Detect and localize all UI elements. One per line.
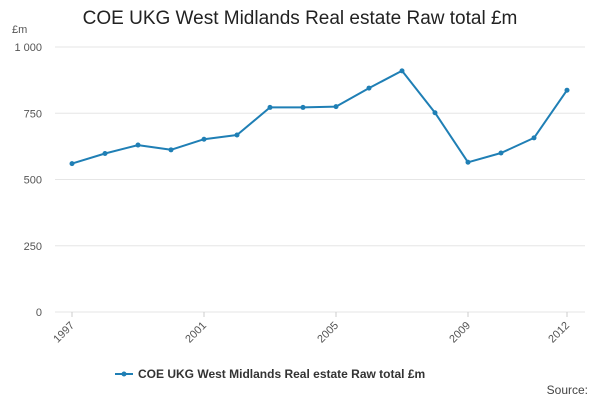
x-tick-label: 2005	[315, 320, 341, 346]
data-point[interactable]	[333, 104, 339, 110]
x-axis: 1997 2001 2005 2009 2012	[51, 312, 572, 345]
data-point[interactable]	[498, 150, 504, 156]
data-point[interactable]	[267, 104, 273, 110]
data-point[interactable]	[564, 87, 570, 93]
series-line	[71, 69, 568, 165]
y-tick-label: 1 000	[14, 42, 42, 54]
data-point[interactable]	[201, 136, 207, 142]
data-point[interactable]	[102, 151, 108, 157]
data-point[interactable]	[465, 159, 471, 165]
source-label: Source:	[547, 383, 588, 397]
y-unit-label: £m	[12, 24, 27, 36]
legend-label[interactable]: COE UKG West Midlands Real estate Raw to…	[138, 367, 425, 381]
x-tick-label: 2009	[447, 320, 473, 346]
data-point[interactable]	[168, 147, 174, 153]
y-tick-label: 0	[36, 307, 42, 319]
y-tick-label: 750	[24, 108, 42, 120]
x-tick-label: 2001	[183, 320, 209, 346]
y-tick-label: 500	[24, 175, 42, 187]
data-point[interactable]	[366, 85, 372, 91]
y-axis: £m 0 250 500 750 1 000	[12, 24, 42, 319]
legend-marker-icon	[121, 371, 127, 377]
data-point[interactable]	[234, 132, 240, 138]
x-tick-label: 2012	[546, 320, 572, 346]
data-point[interactable]	[399, 68, 405, 74]
data-point[interactable]	[135, 142, 141, 148]
series-group	[69, 68, 570, 167]
legend: COE UKG West Midlands Real estate Raw to…	[115, 367, 425, 381]
gridlines	[55, 46, 585, 313]
y-tick-label: 250	[24, 241, 42, 253]
data-point[interactable]	[69, 161, 75, 167]
data-point[interactable]	[531, 135, 537, 141]
data-point[interactable]	[300, 104, 306, 110]
chart-title: COE UKG West Midlands Real estate Raw to…	[82, 8, 518, 29]
x-tick-label: 1997	[51, 320, 77, 346]
data-point[interactable]	[432, 110, 438, 116]
